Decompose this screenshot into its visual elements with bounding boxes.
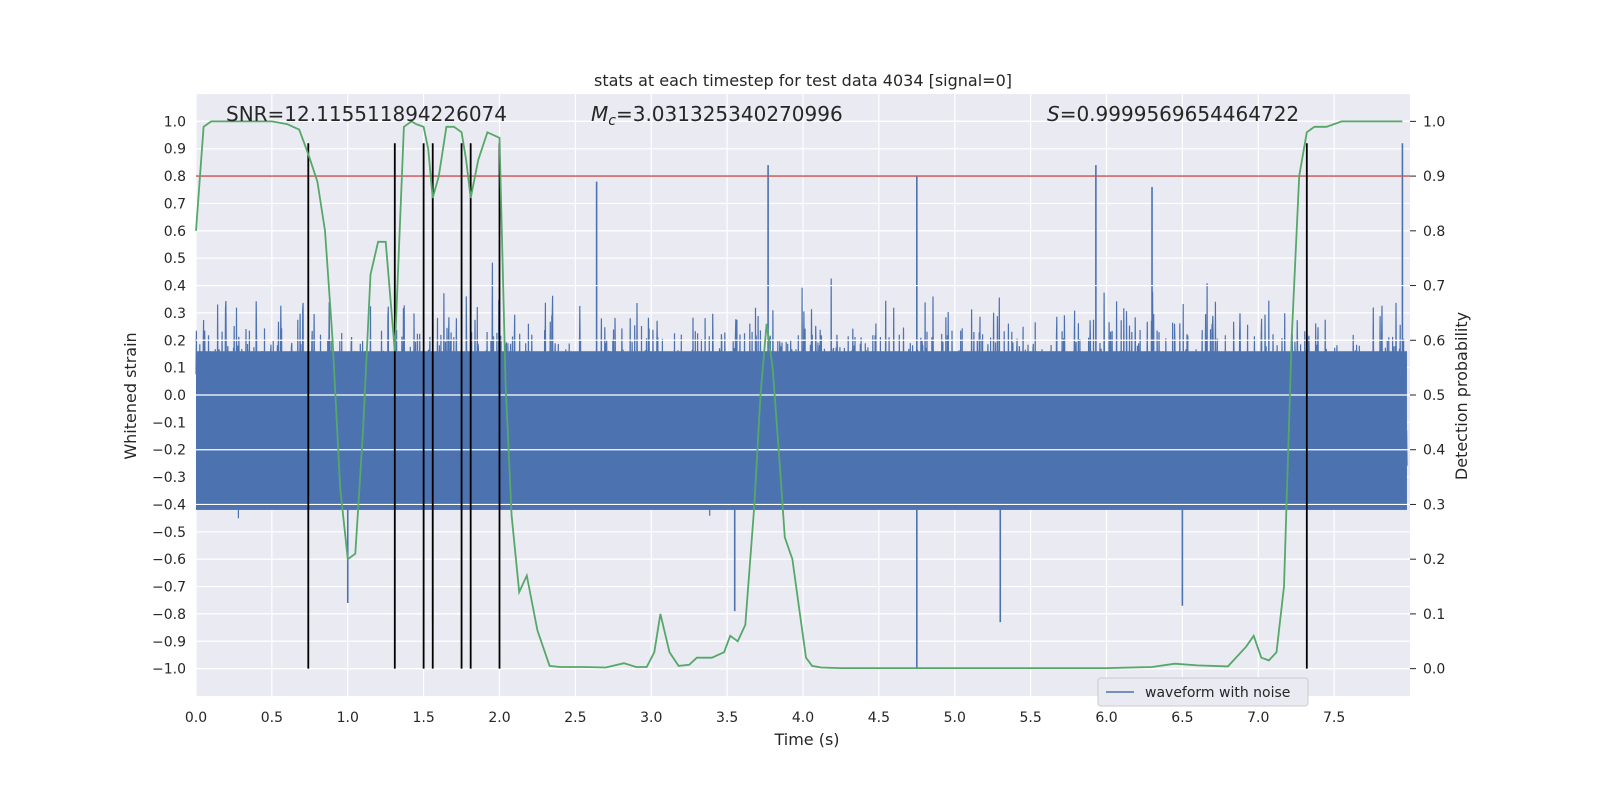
x-tick-label: 7.5 xyxy=(1323,710,1345,726)
s-value: =0.9999569654464722 xyxy=(1060,102,1299,126)
y-tick-label: −0.3 xyxy=(152,470,186,486)
y-tick-label: 1.0 xyxy=(164,114,186,130)
y-right-tick-label: 0.8 xyxy=(1423,224,1445,240)
x-tick-label: 2.0 xyxy=(488,710,510,726)
x-axis-label: Time (s) xyxy=(773,730,839,749)
y-tick-label: −1.0 xyxy=(152,662,186,678)
y-right-tick-label: 0.0 xyxy=(1423,662,1445,678)
stat-annotation: S=0.9999569654464722 xyxy=(1047,102,1299,126)
y-tick-label: −0.4 xyxy=(152,497,186,513)
legend-box xyxy=(1097,677,1309,707)
chart-title: stats at each timestep for test data 403… xyxy=(594,71,1012,90)
y-tick-label: 0.2 xyxy=(164,333,186,349)
y-tick-label: −0.7 xyxy=(152,580,186,596)
y-right-tick-label: 0.6 xyxy=(1423,333,1445,349)
x-tick-label: 6.5 xyxy=(1171,710,1193,726)
mc-value: =3.031325340270996 xyxy=(616,102,843,126)
x-tick-label: 1.0 xyxy=(337,710,359,726)
x-tick-label: 2.5 xyxy=(564,710,586,726)
x-tick-label: 0.0 xyxy=(185,710,207,726)
x-tick-label: 5.0 xyxy=(944,710,966,726)
y-tick-label: −0.2 xyxy=(152,443,186,459)
y-tick-label: −0.6 xyxy=(152,552,186,568)
y-right-tick-label: 0.2 xyxy=(1423,552,1445,568)
y-axis-label: Whitened strain xyxy=(121,332,140,459)
probability-line xyxy=(195,120,1403,669)
snr-annotation: SNR=12.115511894226074 xyxy=(226,102,507,126)
y-tick-label: 0.8 xyxy=(164,169,186,185)
y-right-tick-label: 0.3 xyxy=(1423,497,1445,513)
waveform-dense-band xyxy=(196,351,1407,510)
legend: waveform with noise xyxy=(1097,677,1309,707)
y-tick-label: −0.9 xyxy=(152,634,186,650)
mc-subscript: c xyxy=(608,113,616,129)
y-tick-label: 0.3 xyxy=(164,306,186,322)
y-tick-label: 0.6 xyxy=(164,224,186,240)
x-tick-label: 0.5 xyxy=(261,710,283,726)
x-tick-label: 3.5 xyxy=(716,710,738,726)
x-tick-label: 7.0 xyxy=(1247,710,1269,726)
y-right-tick-label: 0.7 xyxy=(1423,279,1445,295)
x-tick-label: 1.5 xyxy=(412,710,434,726)
y-axis-right-label: Detection probability xyxy=(1452,312,1471,480)
y-right-tick-label: 0.4 xyxy=(1423,443,1445,459)
s-symbol: S xyxy=(1047,102,1060,126)
mc-symbol: M xyxy=(591,102,608,126)
y-right-tick-label: 1.0 xyxy=(1423,114,1445,130)
y-tick-label: 0.4 xyxy=(164,279,186,295)
waveform-series xyxy=(195,143,1410,669)
y-tick-label: 0.5 xyxy=(164,251,186,267)
x-tick-label: 5.5 xyxy=(1019,710,1041,726)
y-tick-label: 0.1 xyxy=(164,361,186,377)
y-tick-label: 0.7 xyxy=(164,196,186,212)
y-tick-label: −0.8 xyxy=(152,607,186,623)
y-right-tick-label: 0.5 xyxy=(1423,388,1445,404)
legend-label: waveform with noise xyxy=(1145,685,1290,701)
y-tick-label: 0.9 xyxy=(164,142,186,158)
y-tick-label: −0.5 xyxy=(152,525,186,541)
y-right-tick-label: 0.9 xyxy=(1423,169,1445,185)
x-tick-label: 4.5 xyxy=(868,710,890,726)
y-tick-label: 0.0 xyxy=(164,388,186,404)
y-tick-label: −0.1 xyxy=(152,415,186,431)
chirp-mass-annotation: Mc=3.031325340270996 xyxy=(591,102,843,129)
y-right-tick-label: 0.1 xyxy=(1423,607,1445,623)
x-tick-label: 4.0 xyxy=(792,710,814,726)
x-tick-label: 3.0 xyxy=(640,710,662,726)
x-tick-label: 6.0 xyxy=(1095,710,1117,726)
